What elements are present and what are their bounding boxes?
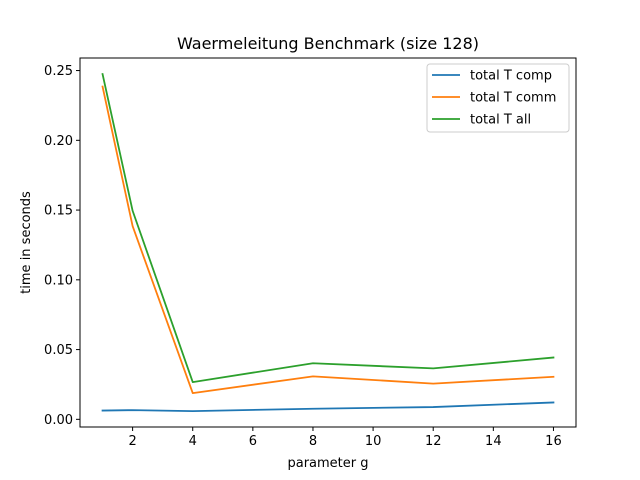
series-line-3 bbox=[101, 72, 555, 383]
x-tick-label: 10 bbox=[365, 434, 382, 449]
x-axis-label: parameter g bbox=[287, 456, 368, 471]
series-line-1 bbox=[101, 401, 555, 413]
x-tick-label: 6 bbox=[249, 434, 257, 449]
axes-frame bbox=[79, 57, 577, 428]
legend-frame bbox=[426, 63, 570, 133]
x-tick-label: 4 bbox=[189, 434, 197, 449]
y-axis-label: time in seconds bbox=[19, 191, 34, 294]
series-layer bbox=[101, 72, 555, 413]
legend-label-3: total T all bbox=[470, 113, 531, 128]
y-tick-label: 0.05 bbox=[44, 343, 73, 358]
series-line-2 bbox=[101, 85, 555, 395]
y-tick-label: 0.25 bbox=[44, 64, 73, 79]
legend-label-2: total T comm bbox=[470, 91, 556, 106]
legend-label-1: total T comp bbox=[470, 69, 552, 84]
legend: total T comp total T comm total T all bbox=[426, 63, 570, 133]
chart-title: Waermeleitung Benchmark (size 128) bbox=[177, 34, 479, 53]
y-tick-label: 0.15 bbox=[44, 204, 73, 219]
x-tick-label: 16 bbox=[545, 434, 562, 449]
x-tick-label: 2 bbox=[128, 434, 136, 449]
x-axis-ticks: 2 4 6 8 10 12 14 16 bbox=[128, 427, 562, 449]
y-tick-label: 0.20 bbox=[44, 134, 73, 149]
y-axis-ticks: 0.00 0.05 0.10 0.15 0.20 0.25 bbox=[44, 64, 80, 428]
y-tick-label: 0.10 bbox=[44, 273, 73, 288]
x-tick-label: 12 bbox=[425, 434, 442, 449]
x-tick-label: 8 bbox=[309, 434, 317, 449]
y-tick-label: 0.00 bbox=[44, 413, 73, 428]
x-tick-label: 14 bbox=[485, 434, 502, 449]
